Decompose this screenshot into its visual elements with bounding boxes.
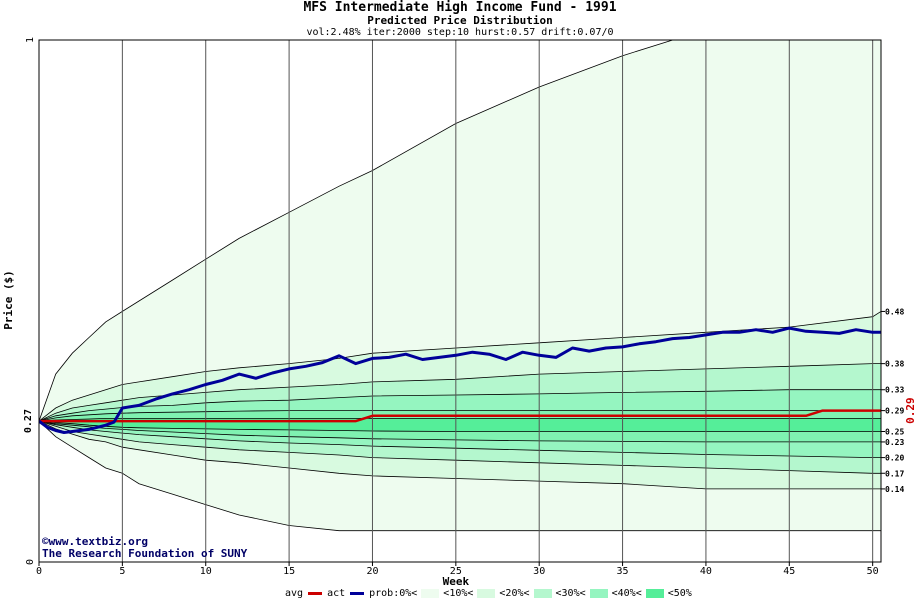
band-p40-lower-edge [39, 420, 881, 443]
end-label-0.17: 0.17 [885, 469, 904, 478]
band-p30-upper-edge [39, 389, 881, 422]
end-label-0.29: 0.29 [885, 407, 904, 416]
band-p20-upper-edge [39, 363, 881, 422]
legend-p30-label: <30%< [555, 588, 586, 599]
x-tick-label-5: 5 [119, 566, 125, 577]
credit-url: ©www.textbiz.org [42, 535, 148, 548]
legend-p10-swatch [477, 589, 496, 598]
band-outer-upper-edge [39, 40, 675, 422]
end-label-0.23: 0.23 [885, 438, 904, 447]
legend-avg-label: avg [285, 588, 304, 599]
legend-p40-swatch [645, 589, 664, 598]
end-label-0.25: 0.25 [885, 428, 904, 437]
y-tick-label-1: 1 [25, 37, 36, 43]
plot-frame [38, 39, 882, 563]
x-tick-label-0: 0 [36, 566, 42, 577]
band-p50-lower-edge [39, 420, 881, 432]
band-p10-lower-edge [39, 420, 881, 490]
x-tick-label-25: 25 [450, 566, 462, 577]
band-p10-upper-edge [39, 311, 881, 422]
legend-avg-swatch [308, 592, 323, 595]
x-tick-label-10: 10 [200, 566, 212, 577]
band-p20-lower-edge [39, 420, 881, 474]
end-label-0.14: 0.14 [885, 485, 904, 494]
legend-act-label: act [327, 588, 346, 599]
band-p40-upper-edge [39, 410, 881, 422]
band-outer-lower-edge [39, 420, 881, 532]
x-tick-label-35: 35 [617, 566, 629, 577]
x-tick-label-50: 50 [867, 566, 879, 577]
y-axis-label: Price ($) [2, 270, 15, 330]
legend-p20-label: <20%< [499, 588, 530, 599]
series-act-line [39, 326, 881, 434]
x-tick-label-40: 40 [700, 566, 712, 577]
x-tick-label-30: 30 [533, 566, 545, 577]
legend-outer-swatch [421, 589, 440, 598]
x-tick-label-20: 20 [366, 566, 378, 577]
probability-bands [39, 40, 881, 532]
legend-p30-swatch [589, 589, 608, 598]
legend-act-swatch [350, 592, 365, 595]
chart-parameters: vol:2.48% iter:2000 step:10 hurst:0.57 d… [306, 27, 614, 38]
end-label-0.33: 0.33 [885, 386, 904, 395]
x-tick-label-45: 45 [783, 566, 795, 577]
x-tick-label-15: 15 [283, 566, 295, 577]
legend-p10-label: <10%< [443, 588, 474, 599]
axes [38, 39, 885, 566]
y-tick-label-0: 0 [25, 559, 36, 565]
band-p50-upper-edge [39, 418, 881, 422]
gridlines [121, 40, 874, 562]
legend-prob-label: prob:0%< [369, 588, 418, 599]
avg-end-label: 0.29 [904, 397, 917, 424]
chart-subtitle: Predicted Price Distribution [367, 14, 553, 27]
chart-title: MFS Intermediate High Income Fund - 1991 [303, 0, 617, 15]
legend-p20-swatch [533, 589, 552, 598]
axis-labels: 0 5 10 15 20 25 30 35 40 45 50 0 1 0.27 Price ($) Week 0… [2, 37, 917, 588]
legend-p50-label: <50% [667, 588, 692, 599]
series-lines [39, 326, 881, 434]
series-avg-line [39, 409, 881, 423]
x-axis-label: Week [443, 575, 470, 588]
end-label-0.20: 0.20 [885, 454, 904, 463]
end-label-0.48: 0.48 [885, 307, 904, 316]
legend-p40-label: <40%< [611, 588, 642, 599]
start-price-label: 0.27 [23, 409, 34, 433]
legend: avg act prob:0%< <10%< <20%< <30%< <40%<… [285, 588, 692, 599]
end-label-0.38: 0.38 [885, 360, 904, 369]
credit-org: The Research Foundation of SUNY [42, 547, 248, 560]
